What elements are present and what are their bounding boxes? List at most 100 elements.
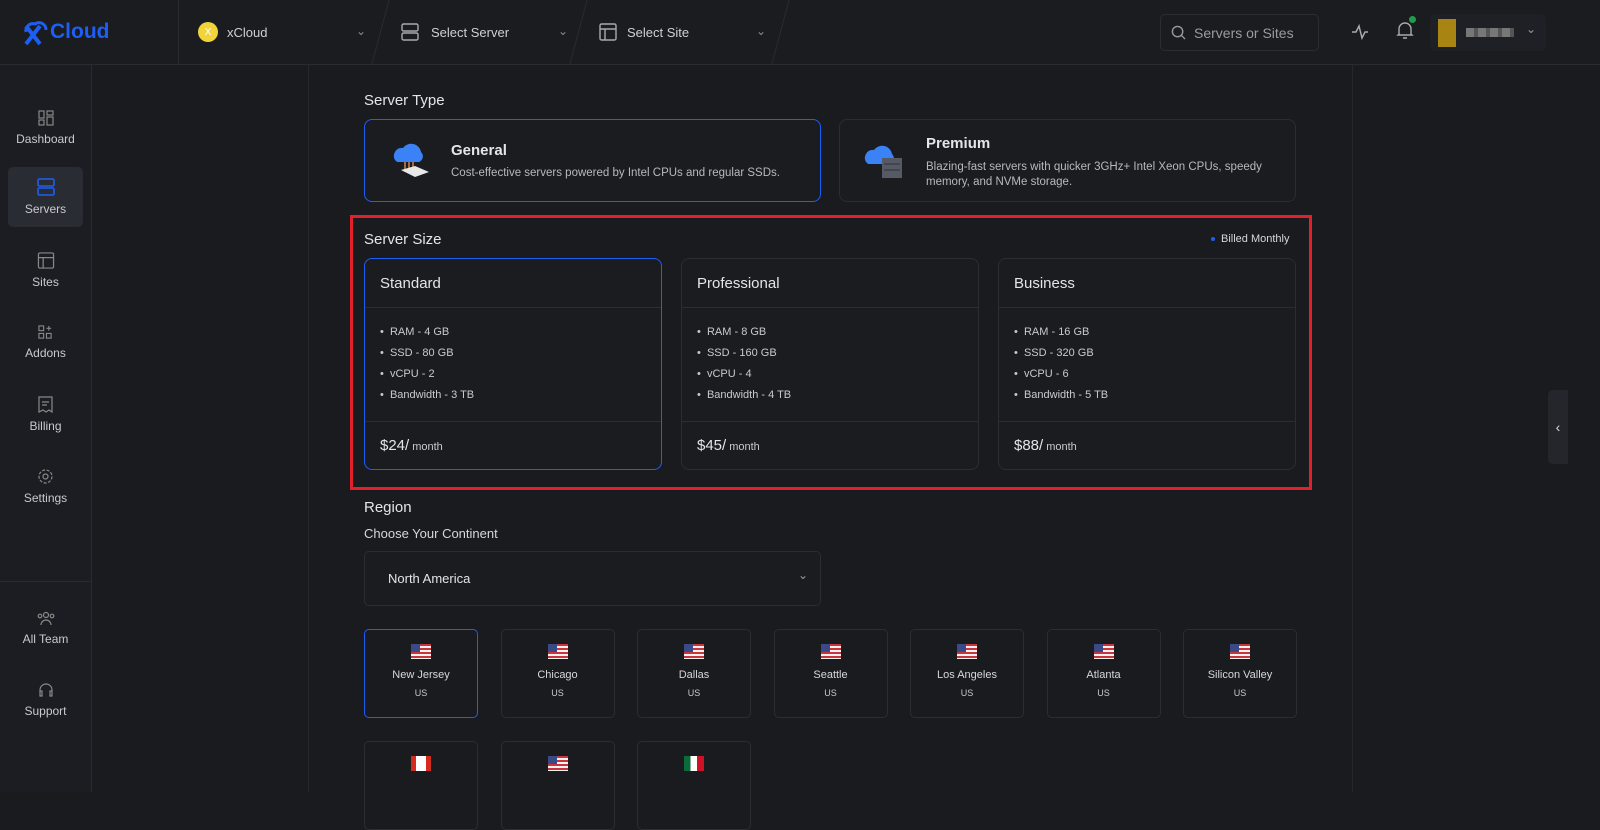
plan-spec-text: SSD - 160 GB [706,347,777,359]
cloud-x-icon [24,21,48,46]
plan-spec-text: SSD - 320 GB [1023,347,1094,359]
location-country: US [824,688,837,698]
sidebar-item-label: Billing [29,418,62,433]
location-option[interactable] [500,741,615,830]
location-city: Silicon Valley [1207,669,1273,681]
location-dallas[interactable]: Dallas US [637,629,751,718]
addons-icon [38,324,52,339]
server-select-label: Select Server [431,24,510,40]
plan-spec: • RAM - 8 GB [697,326,767,338]
avatar [1438,19,1456,47]
divider [682,307,978,308]
plan-name: Standard [380,275,441,292]
location-atlanta[interactable]: Atlanta US [1046,629,1161,718]
us-flag-icon [1093,644,1114,659]
site-selector[interactable]: Select Site ⌄ [583,0,778,64]
us-flag-icon [1230,644,1250,659]
server-type-heading: Server Type [364,92,445,109]
continent-label: Choose Your Continent [364,526,498,541]
chevron-down-icon: ⌄ [355,24,366,38]
logo-text: Cloud [50,20,110,43]
activity-icon[interactable] [1351,24,1369,40]
plan-price: $88/month [1014,437,1077,454]
server-type-general[interactable]: General Cost-effective servers powered b… [364,119,821,202]
divider [365,421,661,422]
location-country: US [1097,688,1110,698]
user-name-blurred [1466,28,1514,37]
billing-label: Billed Monthly [1221,233,1290,245]
plan-card-professional[interactable]: Professional • RAM - 8 GB • SSD - 160 GB • … [681,258,979,470]
plan-spec: • SSD - 320 GB [1014,347,1094,359]
chevron-down-icon: ⌄ [1526,22,1537,36]
plan-card-standard[interactable]: Standard • RAM - 4 GB • SSD - 80 GB • vCPU … [364,258,662,470]
collapse-panel-button[interactable]: ‹ [1548,390,1568,464]
location-silicon-valley[interactable]: Silicon Valley US [1183,629,1297,718]
team-avatar: X [198,22,218,42]
location-city: Seattle [813,669,848,681]
notification-dot [1409,16,1416,23]
sidebar-item-support[interactable]: Support [8,670,83,730]
headset-icon [38,683,53,697]
sidebar-item-sites[interactable]: Sites [8,240,83,300]
location-chicago[interactable]: Chicago US [500,629,615,718]
server-type-name: Premium [926,135,991,152]
sidebar: Dashboard Servers Sites Addons Billing S… [0,65,92,792]
sidebar-item-servers[interactable]: Servers [8,167,83,227]
us-flag-icon [684,644,704,659]
server-type-premium[interactable]: Premium Blazing-fast servers with quicke… [839,119,1296,202]
location-los-angeles[interactable]: Los Angeles US [910,629,1024,718]
xcloud-logo[interactable]: Cloud [20,18,109,46]
server-selector[interactable]: Select Server ⌄ [385,0,580,64]
plan-name: Professional [697,275,780,292]
plan-card-business[interactable]: Business • RAM - 16 GB • SSD - 320 GB • vCP… [998,258,1296,470]
plan-spec-text: vCPU - 4 [706,368,752,380]
chevron-left-icon: ‹ [1555,419,1561,435]
sidebar-item-settings[interactable]: Settings [8,456,83,516]
team-selector[interactable]: X xCloud ⌄ [178,0,378,64]
plan-spec-text: RAM - 8 GB [706,326,767,338]
bullet-dot [1211,237,1215,241]
team-name: xCloud [227,24,268,40]
location-city: Los Angeles [937,669,997,681]
sidebar-item-label: Servers [24,202,67,216]
search-input[interactable]: Servers or Sites [1160,14,1319,51]
plan-price: $45/month [697,437,760,454]
location-country: US [1233,688,1247,698]
plan-spec: • RAM - 16 GB [1014,326,1090,338]
user-menu[interactable]: ⌄ [1430,14,1546,51]
server-type-desc: Blazing-fast servers with quicker 3GHz+ … [926,161,1262,188]
price-amount: $88/ [1014,437,1044,454]
location-option[interactable] [637,741,751,830]
plan-spec-text: RAM - 4 GB [389,326,450,338]
location-new-jersey[interactable]: New Jersey US [364,629,478,718]
plan-spec-text: SSD - 80 GB [389,347,454,359]
plan-spec: • SSD - 160 GB [697,347,777,359]
continent-value: North America [388,571,471,586]
location-city: Atlanta [1086,669,1121,681]
plan-spec: • SSD - 80 GB [380,347,454,359]
notification-bell-icon[interactable] [1396,16,1416,42]
price-amount: $45/ [697,437,727,454]
us-flag-icon [957,644,977,659]
plan-name: Business [1014,275,1075,292]
location-option[interactable] [364,741,478,830]
sidebar-item-billing[interactable]: Billing [8,384,83,444]
plan-spec: • Bandwidth - 4 TB [697,389,792,401]
sidebar-divider [0,581,92,582]
sidebar-item-addons[interactable]: Addons [8,312,83,372]
plan-spec-text: RAM - 16 GB [1023,326,1090,338]
sidebar-item-label: Support [24,704,67,718]
location-seattle[interactable]: Seattle US [773,629,888,718]
search-icon [1171,25,1186,40]
dashboard-icon [37,110,54,126]
sidebar-item-dashboard[interactable]: Dashboard [8,98,83,158]
sidebar-item-all-team[interactable]: All Team [8,598,83,658]
site-select-label: Select Site [627,24,690,40]
us-flag-icon [411,644,431,659]
continent-select[interactable]: North America ⌄ [364,551,821,606]
top-header: Cloud X xCloud ⌄ Select Server ⌄ Select … [0,0,1600,65]
billing-period: Billed Monthly [1211,233,1289,245]
us-flag-icon [547,756,568,771]
gear-icon [38,468,53,484]
sidebar-item-label: Settings [23,490,68,505]
